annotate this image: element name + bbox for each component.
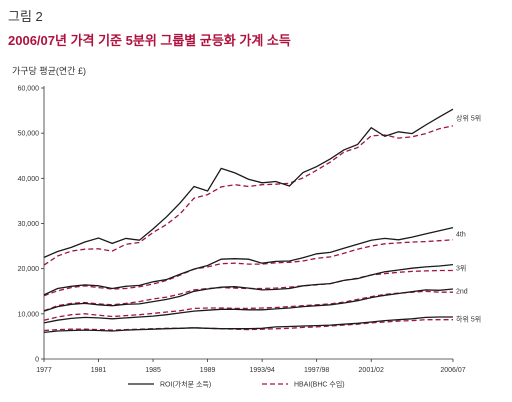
y-tick-label: 50,000	[18, 131, 40, 138]
series-line-hbai	[43, 269, 453, 312]
x-tick-label: 2001/02	[359, 367, 384, 374]
x-tick-label: 1997/98	[304, 367, 329, 374]
series-group-label: 2nd	[456, 289, 468, 296]
series-line-roi	[43, 226, 454, 296]
y-tick-label: 60,000	[18, 86, 40, 93]
series-group-label: 4th	[456, 232, 466, 239]
series-line-roi	[43, 316, 453, 334]
series-line-roi	[43, 263, 454, 312]
y-tick-label: 40,000	[18, 176, 40, 183]
y-axis-label: 가구당 평균(연간 £)	[12, 66, 86, 76]
series-line-roi	[43, 108, 454, 258]
y-tick-label: 30,000	[18, 221, 40, 228]
legend-label: ROI(가처분 소득)	[160, 380, 211, 389]
series-line-hbai	[43, 239, 454, 297]
y-tick-label: 0	[35, 357, 39, 364]
chart-title: 2006/07년 가격 기준 5분위 그룹별 균등화 가계 소득	[8, 33, 291, 48]
y-tick-label: 10,000	[18, 311, 40, 318]
x-tick-label: 1993/94	[249, 367, 274, 374]
x-tick-label: 1989	[200, 367, 216, 374]
x-tick-label: 1985	[145, 367, 161, 374]
x-tick-label: 2006/07	[440, 367, 465, 374]
series-group-label: 하위 5위	[456, 314, 481, 323]
series-line-roi	[43, 288, 454, 324]
series-line-hbai	[43, 290, 453, 321]
series-group-label: 3위	[456, 265, 466, 273]
series-group-label: 상위 5위	[456, 114, 481, 123]
figure-label: 그림 2	[8, 9, 43, 24]
series-line-hbai	[43, 125, 454, 266]
series-line-hbai	[43, 319, 453, 332]
y-tick-label: 20,000	[18, 266, 40, 273]
x-tick-label: 1977	[36, 367, 52, 374]
legend-label: HBAI(BHC 수입)	[294, 381, 345, 389]
x-tick-label: 1981	[91, 367, 107, 374]
